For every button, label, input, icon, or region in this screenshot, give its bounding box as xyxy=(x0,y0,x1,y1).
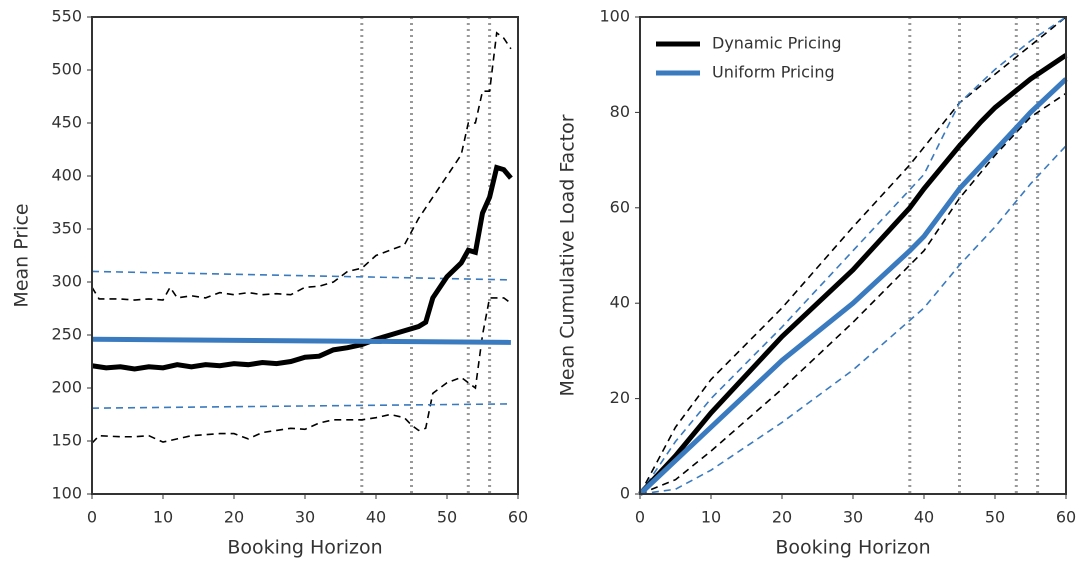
y-tick-label: 300 xyxy=(51,272,82,291)
y-tick-label: 0 xyxy=(620,484,630,503)
x-tick-label: 30 xyxy=(843,508,863,527)
legend-label: Uniform Pricing xyxy=(712,63,835,82)
y-tick-label: 40 xyxy=(610,293,630,312)
band-line xyxy=(91,270,511,281)
x-tick-label: 0 xyxy=(87,508,97,527)
y-tick-label: 200 xyxy=(51,378,82,397)
y-tick-label: 100 xyxy=(51,484,82,503)
x-tick-label: 20 xyxy=(772,508,792,527)
y-tick-label: 20 xyxy=(610,388,630,407)
mean-line xyxy=(638,53,1068,496)
x-tick-label: 60 xyxy=(1056,508,1076,527)
mean-line xyxy=(91,336,511,345)
y-tick-label: 550 xyxy=(51,7,82,26)
x-tick-label: 60 xyxy=(508,508,528,527)
x-tick-label: 20 xyxy=(224,508,244,527)
band-line xyxy=(639,145,1067,495)
band-line xyxy=(639,92,1067,495)
x-tick-label: 10 xyxy=(701,508,721,527)
x-axis-label: Booking Horizon xyxy=(775,537,930,559)
legend-label: Dynamic Pricing xyxy=(712,34,842,53)
x-tick-label: 10 xyxy=(153,508,173,527)
x-tick-label: 30 xyxy=(295,508,315,527)
band-line xyxy=(91,403,511,409)
y-tick-label: 60 xyxy=(610,197,630,216)
band-line xyxy=(639,16,1067,495)
x-axis-label: Booking Horizon xyxy=(227,537,382,559)
mean-line xyxy=(638,77,1068,496)
x-tick-label: 50 xyxy=(985,508,1005,527)
band-line xyxy=(639,16,1067,495)
band-line xyxy=(91,297,512,444)
y-axis-label: Mean Cumulative Load Factor xyxy=(557,114,579,396)
y-tick-label: 350 xyxy=(51,219,82,238)
y-tick-label: 100 xyxy=(599,7,630,26)
x-tick-label: 0 xyxy=(635,508,645,527)
x-tick-label: 40 xyxy=(914,508,934,527)
plot-frame xyxy=(91,16,519,495)
x-tick-label: 50 xyxy=(437,508,457,527)
band-line xyxy=(91,31,512,301)
y-tick-label: 450 xyxy=(51,113,82,132)
y-tick-label: 80 xyxy=(610,102,630,121)
x-tick-label: 40 xyxy=(366,508,386,527)
y-tick-label: 400 xyxy=(51,166,82,185)
y-tick-label: 250 xyxy=(51,325,82,344)
mean-line xyxy=(91,164,513,372)
y-tick-label: 150 xyxy=(51,431,82,450)
y-axis-label: Mean Price xyxy=(11,203,33,307)
y-tick-label: 500 xyxy=(51,60,82,79)
